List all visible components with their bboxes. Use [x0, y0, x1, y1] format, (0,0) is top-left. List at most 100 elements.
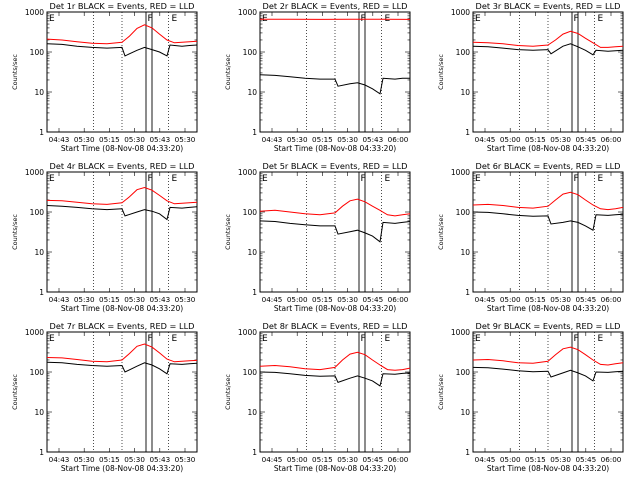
y-axis-label: Counts/sec [437, 374, 445, 410]
y-tick-label: 100 [30, 48, 45, 57]
y-tick-label: 100 [30, 368, 45, 377]
f-marker-label: F [361, 334, 366, 344]
x-tick-label: 05:30 [124, 455, 145, 464]
panel-title: Det 5r BLACK = Events, RED = LLD [263, 161, 408, 171]
y-axis-label: Counts/sec [437, 214, 445, 250]
x-tick-label: 06:00 [388, 135, 409, 144]
panel-9: Det 9r BLACK = Events, RED = LLD 1 10 100 10… [437, 321, 624, 473]
e-marker-label: E [475, 14, 481, 24]
x-tick-label: 06:00 [388, 295, 409, 304]
y-tick-label: 100 [243, 48, 258, 57]
x-tick-label: 05:30 [175, 135, 196, 144]
x-tick-label: 05:30 [175, 295, 196, 304]
series-line-lld [46, 343, 198, 363]
x-tick-label: 05:15 [312, 295, 333, 304]
y-tick-label: 100 [243, 368, 258, 377]
e-marker-label: E [598, 174, 604, 184]
x-tick-label: 05:15 [525, 295, 546, 304]
y-tick-label: 1 [465, 288, 470, 297]
x-tick-label: 05:43 [149, 135, 170, 144]
panel-title: Det 6r BLACK = Events, RED = LLD [476, 161, 621, 171]
x-tick-label: 05:30 [124, 135, 145, 144]
y-tick-label: 1 [252, 288, 257, 297]
x-tick-label: 05:00 [500, 455, 521, 464]
panel-8: Det 8r BLACK = Events, RED = LLD 1 10 100 10… [224, 321, 411, 473]
panel-title: Det 3r BLACK = Events, RED = LLD [476, 1, 621, 11]
x-tick-label: 05:15 [99, 295, 120, 304]
y-tick-label: 10 [34, 248, 44, 257]
x-tick-label: 05:30 [337, 135, 358, 144]
y-tick-label: 1 [39, 288, 44, 297]
x-tick-label: 05:15 [525, 455, 546, 464]
series-line-events [472, 366, 624, 382]
x-axis-label: Start Time (08-Nov-08 04:33:20) [487, 464, 609, 473]
x-tick-label: 05:30 [287, 135, 308, 144]
x-tick-label: 06:00 [601, 295, 622, 304]
e-marker-label: E [49, 174, 55, 184]
series-line-events [259, 371, 411, 387]
y-tick-label: 10 [34, 408, 44, 417]
y-tick-label: 100 [30, 208, 45, 217]
series-line-lld [472, 346, 624, 366]
e-marker-label: E [475, 334, 481, 344]
x-tick-label: 05:45 [575, 455, 596, 464]
y-tick-label: 100 [456, 368, 471, 377]
x-tick-label: 05:45 [575, 295, 596, 304]
x-tick-label: 05:30 [337, 295, 358, 304]
x-tick-label: 05:15 [525, 135, 546, 144]
x-tick-label: 06:00 [601, 135, 622, 144]
e-marker-label: E [172, 14, 178, 24]
y-tick-label: 1 [39, 128, 44, 137]
e-marker-label: E [598, 14, 604, 24]
y-axis-label: Counts/sec [437, 54, 445, 90]
x-tick-label: 05:30 [337, 455, 358, 464]
x-tick-label: 05:30 [550, 455, 571, 464]
x-tick-label: 05:15 [99, 135, 120, 144]
y-tick-label: 10 [247, 408, 257, 417]
x-axis-label: Start Time (08-Nov-08 04:33:20) [487, 304, 609, 313]
x-axis-label: Start Time (08-Nov-08 04:33:20) [61, 304, 183, 313]
e-marker-label: E [172, 174, 178, 184]
series-line-events [46, 205, 198, 221]
f-marker-label: F [361, 174, 366, 184]
y-tick-label: 10 [460, 248, 470, 257]
x-tick-label: 04:45 [475, 455, 496, 464]
f-marker-label: F [574, 174, 579, 184]
x-tick-label: 05:45 [362, 295, 383, 304]
x-tick-label: 05:45 [362, 455, 383, 464]
y-tick-label: 1000 [25, 8, 44, 17]
y-tick-label: 1000 [451, 328, 470, 337]
e-marker-label: E [172, 334, 178, 344]
series-line-events [46, 43, 198, 57]
x-tick-label: 05:15 [312, 135, 333, 144]
x-tick-label: 05:00 [500, 135, 521, 144]
e-marker-label: E [385, 334, 391, 344]
series-line-events [46, 361, 198, 375]
y-tick-label: 10 [460, 88, 470, 97]
y-tick-label: 1 [39, 448, 44, 457]
x-tick-label: 05:00 [287, 295, 308, 304]
f-marker-label: F [574, 14, 579, 24]
panel-title: Det 2r BLACK = Events, RED = LLD [263, 1, 408, 11]
y-tick-label: 10 [247, 248, 257, 257]
series-line-events [472, 43, 624, 56]
x-tick-label: 04:43 [262, 135, 283, 144]
y-axis-label: Counts/sec [224, 54, 232, 90]
x-tick-label: 05:43 [362, 135, 383, 144]
panel-3: Det 3r BLACK = Events, RED = LLD 1 10 100 10… [437, 1, 624, 153]
x-tick-label: 04:45 [262, 455, 283, 464]
panel-7: Det 7r BLACK = Events, RED = LLD 1 10 100 10… [11, 321, 198, 473]
e-marker-label: E [49, 14, 55, 24]
y-tick-label: 100 [243, 208, 258, 217]
series-line-lld [46, 24, 198, 45]
x-tick-label: 05:43 [149, 295, 170, 304]
x-tick-label: 05:30 [124, 295, 145, 304]
x-tick-label: 04:45 [262, 295, 283, 304]
e-marker-label: E [49, 334, 55, 344]
panel-title: Det 9r BLACK = Events, RED = LLD [476, 321, 621, 331]
series-line-events [259, 74, 410, 95]
f-marker-label: F [148, 174, 153, 184]
y-tick-label: 1000 [25, 168, 44, 177]
x-tick-label: 05:30 [550, 135, 571, 144]
